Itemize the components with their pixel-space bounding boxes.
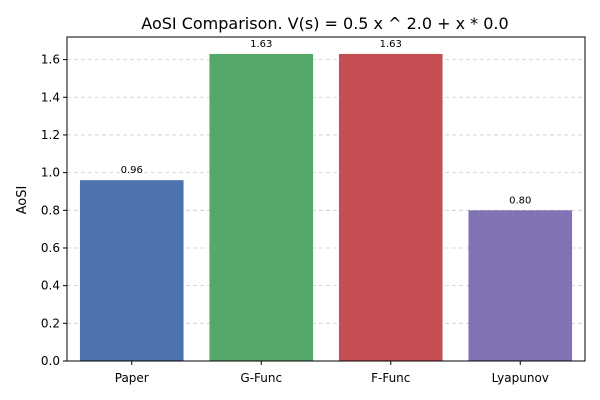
x-tick-label: Lyapunov [492, 371, 549, 385]
y-tick-label: 1.4 [41, 90, 60, 104]
data-label: 0.96 [121, 165, 143, 176]
data-label: 1.63 [380, 39, 402, 50]
y-axis-label: AoSI [15, 186, 30, 215]
y-tick-label: 0.0 [41, 354, 60, 368]
bar-f-func [338, 53, 443, 361]
bar-lyapunov [468, 210, 573, 361]
x-tick-label: G-Func [240, 371, 282, 385]
y-tick-label: 1.6 [41, 53, 60, 67]
axes: 0.0 0.2 0.4 0.6 0.8 1.0 1.2 1.4 1.6 Paper G-Func F-… [41, 36, 586, 385]
y-tick-label: 1.2 [41, 128, 60, 142]
y-tick-label: 0.2 [41, 316, 60, 330]
y-tick-label: 1.0 [41, 166, 60, 180]
data-labels: 0.96 1.63 1.63 0.80 [121, 39, 532, 206]
bars [79, 53, 573, 361]
y-tick-label: 0.4 [41, 279, 60, 293]
data-label: 0.80 [509, 195, 531, 206]
chart-title: AoSI Comparison. V(s) = 0.5 x ^ 2.0 + x … [141, 14, 508, 33]
bar-g-func [209, 53, 314, 361]
bar-paper [79, 180, 184, 361]
x-tick-label: Paper [115, 371, 149, 385]
x-tick-label: F-Func [371, 371, 410, 385]
y-tick-label: 0.6 [41, 241, 60, 255]
data-label: 1.63 [250, 39, 272, 50]
y-tick-label: 0.8 [41, 203, 60, 217]
plot-frame [66, 36, 586, 362]
